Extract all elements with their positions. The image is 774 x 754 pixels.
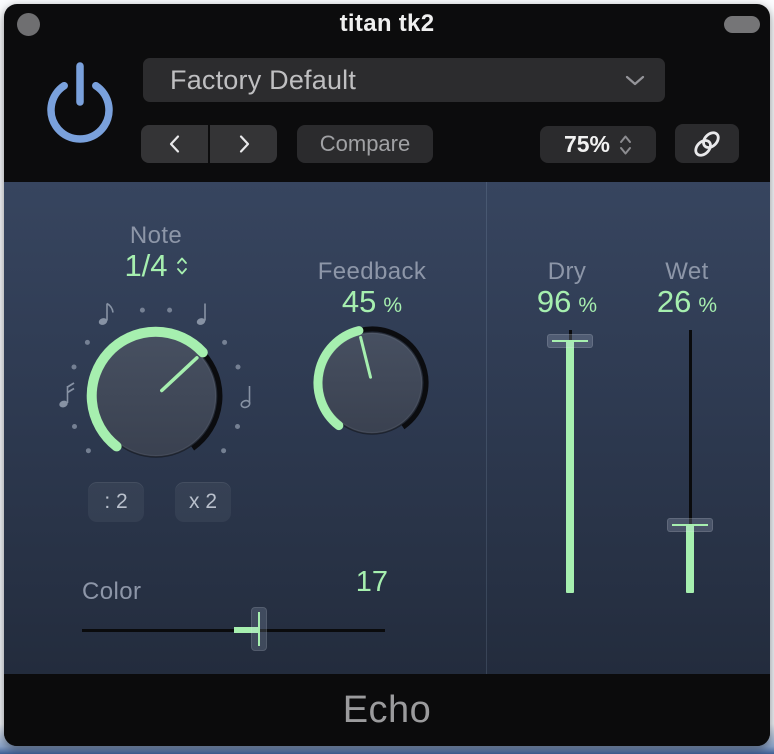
color-label: Color xyxy=(82,578,142,605)
eighth-note-icon xyxy=(98,302,114,325)
knob-value-arc xyxy=(86,326,208,452)
wet-label: Wet xyxy=(665,258,709,285)
handle-line xyxy=(552,339,588,342)
note-value: 1/4 xyxy=(124,248,168,283)
view-scale-stepper[interactable]: 75% xyxy=(540,126,656,163)
link-icon xyxy=(694,130,720,157)
prev-preset-button[interactable] xyxy=(141,125,208,163)
chevron-right-icon xyxy=(239,135,249,153)
wet-value[interactable]: 26 % xyxy=(656,284,718,319)
scale-value: 75% xyxy=(563,131,611,157)
color-slider-handle[interactable] xyxy=(251,607,268,651)
preset-selector[interactable]: Factory Default xyxy=(143,58,665,102)
preset-nav xyxy=(141,125,277,163)
multiply-by-2-button[interactable]: x 2 xyxy=(175,482,231,522)
compare-button[interactable]: Compare xyxy=(297,125,433,163)
up-down-chevrons-icon xyxy=(176,257,187,275)
half-note-icon xyxy=(240,386,251,409)
dry-label: Dry xyxy=(547,258,587,285)
window-handle-pill[interactable] xyxy=(724,16,760,33)
dry-slider-fill xyxy=(566,340,574,593)
knob-range-arc xyxy=(191,350,223,451)
feedback-value[interactable]: 45 % xyxy=(341,284,403,319)
sixteenth-note-icon xyxy=(59,382,75,408)
color-slider-fill xyxy=(233,627,260,633)
chevron-down-icon xyxy=(625,75,645,86)
plugin-name: Echo xyxy=(342,688,432,731)
wet-slider-handle[interactable] xyxy=(667,517,713,532)
wet-slider-track[interactable] xyxy=(689,330,692,593)
dry-value[interactable]: 96 % xyxy=(536,284,598,319)
window-close-button[interactable] xyxy=(17,13,40,36)
power-button[interactable] xyxy=(40,62,120,148)
wet-slider-fill xyxy=(686,524,694,593)
handle-line xyxy=(672,523,708,526)
dry-slider-handle[interactable] xyxy=(547,333,593,348)
handle-line xyxy=(258,612,261,646)
nav-divider xyxy=(208,125,210,163)
plugin-window: titan tk2 Factory Default Compare 75% xyxy=(4,4,770,746)
panel-divider xyxy=(486,182,487,674)
knob-indicator xyxy=(359,335,372,379)
color-value[interactable]: 17 xyxy=(355,566,388,598)
knob-value-arc xyxy=(313,326,364,431)
link-button[interactable] xyxy=(675,124,739,163)
chevron-left-icon xyxy=(169,135,179,153)
plugin-name-footer: Echo xyxy=(4,674,770,746)
feedback-label: Feedback xyxy=(317,258,427,285)
next-preset-button[interactable] xyxy=(210,125,277,163)
power-icon xyxy=(47,62,113,143)
knob-indicator xyxy=(160,356,199,393)
note-knob[interactable] xyxy=(46,286,266,476)
preset-name: Factory Default xyxy=(170,64,357,95)
knob-tick-dots xyxy=(71,307,241,454)
quarter-note-icon xyxy=(196,303,206,325)
note-label: Note xyxy=(129,222,183,249)
up-down-chevrons-icon xyxy=(620,135,632,154)
feedback-knob[interactable] xyxy=(308,320,438,450)
window-title: titan tk2 xyxy=(339,10,435,37)
divide-by-2-button[interactable]: : 2 xyxy=(88,482,144,522)
knob-range-arc xyxy=(358,326,429,430)
note-value-stepper[interactable]: 1/4 xyxy=(96,248,216,284)
